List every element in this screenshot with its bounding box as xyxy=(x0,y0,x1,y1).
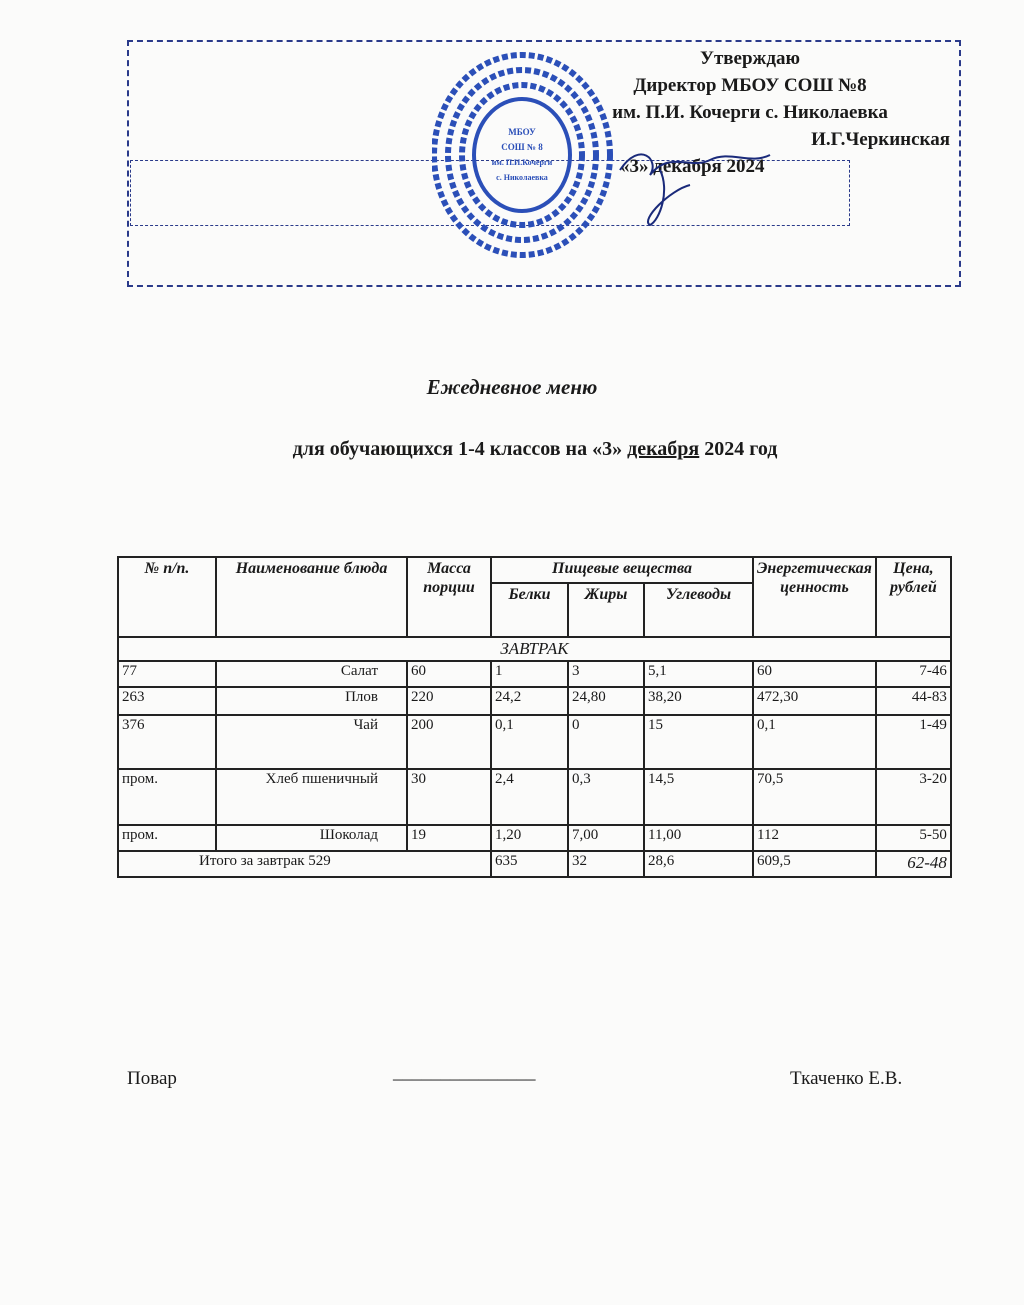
svg-text:СОШ № 8: СОШ № 8 xyxy=(501,142,543,152)
approval-block: Утверждаю Директор МБОУ СОШ №8 им. П.И. … xyxy=(540,45,960,180)
cell-price: 1-49 xyxy=(874,714,952,770)
header-mass: Масса порции xyxy=(406,556,492,638)
table-row: 263 Плов 220 24,2 24,80 38,20 472,30 44-83 xyxy=(117,686,952,716)
cell-energy: 0,1 xyxy=(752,714,877,770)
cell-price: 44-83 xyxy=(874,686,952,716)
header-name: Наименование блюда xyxy=(215,556,408,638)
cell-name: Плов xyxy=(215,686,408,716)
total-carbs: 28,6 xyxy=(643,850,754,878)
cell-mass: 19 xyxy=(406,824,492,852)
official-stamp: МБОУ СОШ № 8 им. П.И.Кочерги с. Николаев… xyxy=(432,52,613,258)
total-price: 62-48 xyxy=(874,850,952,878)
approval-heading: Утверждаю xyxy=(700,48,800,69)
cell-proteins: 2,4 xyxy=(490,768,569,826)
approval-director-name: И.Г.Черкинская xyxy=(811,129,950,150)
cell-carbs: 14,5 xyxy=(643,768,754,826)
table-row: пром. Хлеб пшеничный 30 2,4 0,3 14,5 70,5 3-20 xyxy=(117,768,952,826)
cell-proteins: 1 xyxy=(490,660,569,688)
signature xyxy=(619,153,771,227)
approval-date: «3» декабря 2024 xyxy=(620,156,765,177)
total-label: Итого за завтрак 529 xyxy=(117,850,492,878)
cell-carbs: 15 xyxy=(643,714,754,770)
document-title: Ежедневное меню xyxy=(426,375,598,399)
cell-mass: 30 xyxy=(406,768,492,826)
header-fats: Жиры xyxy=(567,582,645,638)
table-row: пром. Шоколад 19 1,20 7,00 11,00 112 5-50 xyxy=(117,824,952,852)
cell-energy: 70,5 xyxy=(752,768,877,826)
footer-role: Повар xyxy=(127,1068,177,1089)
cell-price: 7-46 xyxy=(874,660,952,688)
cell-name: Хлеб пшеничный xyxy=(215,768,408,826)
header-carbs: Углеводы xyxy=(643,582,754,638)
document-subtitle: для обучающихся 1-4 классов на «3» декаб… xyxy=(0,438,1024,461)
cell-num: 263 xyxy=(117,686,217,716)
header-energy: Энергетическая ценность xyxy=(752,556,877,638)
cell-num: пром. xyxy=(117,768,217,826)
cell-price: 3-20 xyxy=(874,768,952,826)
cell-carbs: 38,20 xyxy=(643,686,754,716)
svg-text:МБОУ: МБОУ xyxy=(508,127,536,137)
svg-text:им. П.И.Кочерги: им. П.И.Кочерги xyxy=(492,158,553,167)
cell-carbs: 11,00 xyxy=(643,824,754,852)
cell-num: 77 xyxy=(117,660,217,688)
cell-proteins: 0,1 xyxy=(490,714,569,770)
cell-fats: 0,3 xyxy=(567,768,645,826)
table-row: 77 Салат 60 1 3 5,1 60 7-46 xyxy=(117,660,952,688)
cell-proteins: 1,20 xyxy=(490,824,569,852)
cell-fats: 7,00 xyxy=(567,824,645,852)
subtitle-year: 2024 год xyxy=(699,438,778,460)
approval-position: Директор МБОУ СОШ №8 xyxy=(633,75,867,96)
cell-name: Шоколад xyxy=(215,824,408,852)
svg-text:с. Николаевка: с. Николаевка xyxy=(496,173,548,182)
footer-name: Ткаченко Е.В. xyxy=(790,1068,903,1089)
total-energy: 609,5 xyxy=(752,850,877,878)
approval-inner-frame xyxy=(130,160,850,226)
subtitle-text: для обучающихся 1-4 классов на «3» xyxy=(292,438,628,460)
header-proteins: Белки xyxy=(490,582,569,638)
cell-num: пром. xyxy=(117,824,217,852)
subtitle-month: декабря xyxy=(627,438,700,460)
cell-energy: 60 xyxy=(752,660,877,688)
cell-fats: 3 xyxy=(567,660,645,688)
header-nutrients: Пищевые вещества xyxy=(490,556,754,584)
header-num: № п/п. xyxy=(117,556,217,638)
cell-mass: 200 xyxy=(406,714,492,770)
cell-mass: 220 xyxy=(406,686,492,716)
cell-carbs: 5,1 xyxy=(643,660,754,688)
approval-frame xyxy=(127,40,961,287)
total-proteins: 635 xyxy=(490,850,569,878)
cell-energy: 472,30 xyxy=(752,686,877,716)
cell-energy: 112 xyxy=(752,824,877,852)
cell-mass: 60 xyxy=(406,660,492,688)
approval-school: им. П.И. Кочерги с. Николаевка xyxy=(612,102,888,123)
total-fats: 32 xyxy=(567,850,645,878)
header-price: Цена, рублей xyxy=(874,556,952,638)
section-breakfast: ЗАВТРАК xyxy=(117,636,952,662)
menu-table: № п/п. Наименование блюда Масса порции П… xyxy=(117,556,952,878)
cell-name: Чай xyxy=(215,714,408,770)
cell-num: 376 xyxy=(117,714,217,770)
cell-price: 5-50 xyxy=(874,824,952,852)
cell-fats: 0 xyxy=(567,714,645,770)
footer-signature-line: _______________ xyxy=(393,1062,536,1083)
table-row: 376 Чай 200 0,1 0 15 0,1 1-49 xyxy=(117,714,952,770)
cell-name: Салат xyxy=(215,660,408,688)
cell-fats: 24,80 xyxy=(567,686,645,716)
cell-proteins: 24,2 xyxy=(490,686,569,716)
